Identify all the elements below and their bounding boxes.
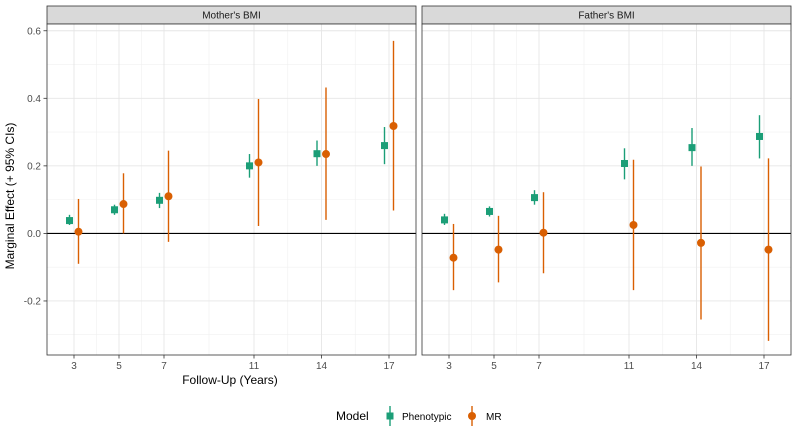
- mr-point: [449, 253, 458, 262]
- x-tick-label: 11: [624, 361, 635, 372]
- panel-fathers-bmi: Father's BMI 3 5 7 11 14 17: [421, 5, 792, 372]
- phenotypic-point: [486, 207, 493, 215]
- phenotypic-point: [381, 142, 388, 150]
- mr-point: [254, 158, 263, 167]
- y-tick-label: -0.2: [24, 296, 42, 307]
- phenotypic-point: [688, 144, 696, 152]
- mr-point: [74, 227, 83, 236]
- mr-point: [697, 238, 705, 247]
- y-tick-label: 0.0: [27, 229, 41, 240]
- x-tick-label: 7: [161, 361, 167, 372]
- phenotypic-point: [156, 196, 163, 204]
- mr-point: [539, 228, 548, 237]
- panel-title: Mother's BMI: [202, 11, 261, 22]
- y-tick-label: 0.2: [27, 161, 41, 172]
- x-tick-label: 5: [116, 361, 122, 372]
- x-tick-label: 3: [446, 361, 452, 372]
- y-tick-label: 0.4: [27, 94, 41, 105]
- panel-border: [421, 23, 792, 356]
- x-tick-label: 17: [383, 361, 395, 372]
- phenotypic-point: [246, 162, 253, 170]
- x-tick-label: 14: [316, 361, 328, 372]
- mr-point: [494, 245, 503, 254]
- panel-title: Father's BMI: [578, 11, 634, 22]
- x-tick-label: 3: [71, 361, 77, 372]
- legend-key-phenotypic: [386, 406, 394, 426]
- legend: Model Phenotypic MR: [336, 406, 502, 426]
- x-tick-label: 11: [249, 361, 260, 372]
- mr-point: [389, 122, 398, 131]
- legend-label-mr: MR: [486, 412, 502, 423]
- legend-key-mr: [468, 406, 476, 426]
- phenotypic-point: [313, 150, 321, 158]
- phenotypic-point: [66, 217, 73, 225]
- x-tick-label: 5: [491, 361, 497, 372]
- y-axis-title: Marginal Effect (+ 95% CIs): [3, 123, 17, 270]
- mr-point: [629, 220, 638, 229]
- mr-point: [764, 245, 773, 254]
- y-tick-label: 0.6: [27, 26, 41, 37]
- x-tick-label: 14: [691, 361, 703, 372]
- mr-point: [164, 192, 173, 201]
- legend-title: Model: [336, 409, 369, 423]
- legend-label-phenotypic: Phenotypic: [402, 412, 451, 423]
- phenotypic-point: [621, 159, 628, 167]
- x-axis-title: Follow-Up (Years): [182, 373, 278, 387]
- panel-background: [47, 24, 416, 355]
- panel-background: [422, 24, 791, 355]
- mr-point: [322, 150, 330, 159]
- phenotypic-point: [756, 132, 763, 140]
- phenotypic-point: [111, 206, 118, 214]
- panel-mothers-bmi: Mother's BMI 3 5 7 11 14 17: [46, 5, 417, 372]
- phenotypic-point: [531, 194, 538, 202]
- x-tick-label: 17: [758, 361, 770, 372]
- phenotypic-point: [441, 216, 448, 224]
- x-tick-label: 7: [536, 361, 542, 372]
- mr-point: [119, 200, 128, 209]
- panel-border: [46, 23, 417, 356]
